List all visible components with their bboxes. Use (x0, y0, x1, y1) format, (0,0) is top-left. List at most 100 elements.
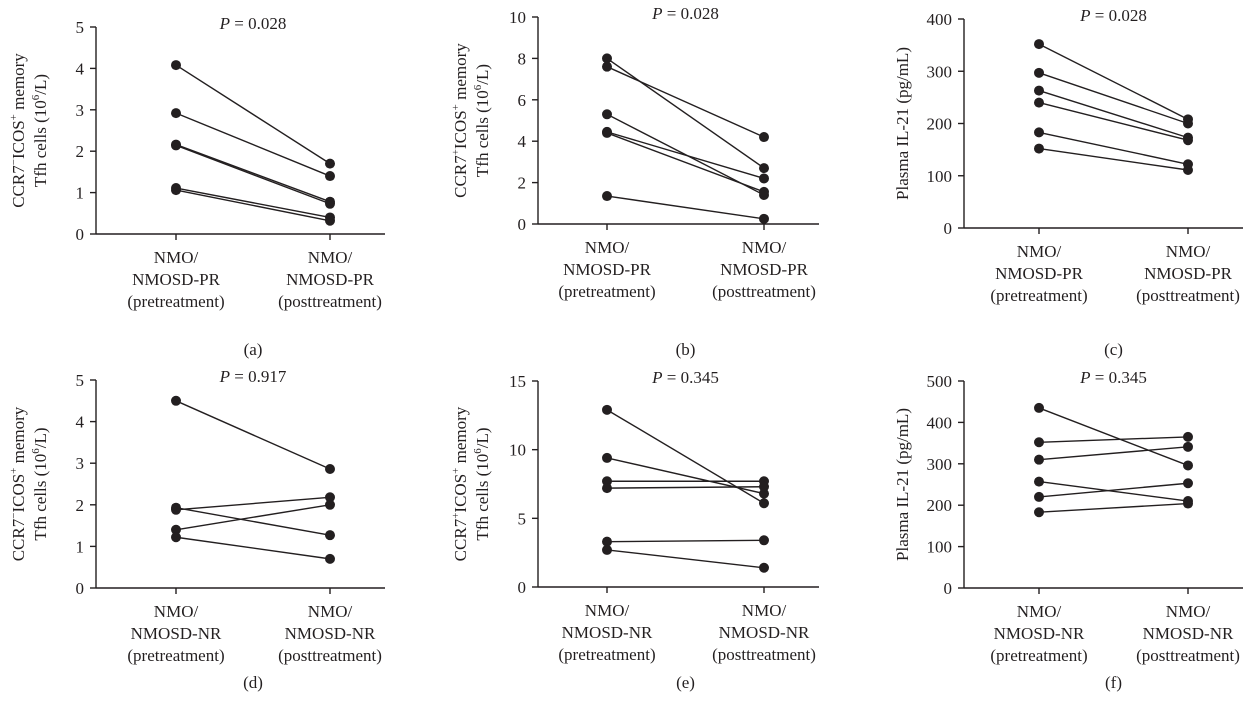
pair-line (1038, 480, 1189, 502)
y-tick-label: 200 (927, 115, 953, 134)
y-axis-label-line1: CCR7−ICOS+ memory (8, 53, 28, 208)
data-point-post (1183, 498, 1193, 509)
ylabel-text: Tfh cells (10 (473, 454, 492, 541)
y-axis-label: CCR7−ICOS+ memory (8, 53, 28, 208)
panel-e: 0 5 10 15 NMO/NMOSD-NR (pretreatment) NMO/NMOS… (450, 368, 819, 692)
p-value: P = 0.028 (1079, 6, 1147, 25)
pair-line (1038, 436, 1189, 443)
pair-line (175, 112, 331, 177)
pair-line (1038, 72, 1189, 125)
pair-line (175, 144, 331, 205)
x-category-label: NMO/ (308, 248, 353, 267)
ylabel-text: /L) (31, 74, 50, 95)
ylabel-text: Tfh cells (10 (473, 90, 492, 177)
ylabel-text: Plasma IL-21 (pg/mL) (893, 408, 912, 561)
x-category-label: NMO/ (308, 602, 353, 621)
data-point-pre (171, 532, 181, 543)
y-axis-label-2: Tfh cells (106/L) (472, 427, 492, 540)
pair-line (175, 143, 331, 203)
y-tick-label: 200 (927, 496, 953, 515)
x-category-label: (posttreatment) (1136, 646, 1240, 665)
ylabel-text: memory (451, 406, 470, 467)
x-category-label: (pretreatment) (127, 292, 224, 311)
data-point-post (325, 530, 335, 541)
x-category-label: (posttreatment) (712, 282, 816, 301)
ylabel-superscript: + (450, 104, 462, 110)
x-category-label: NMOSD-NR (994, 624, 1085, 643)
data-point-pre (602, 53, 612, 64)
ylabel-superscript: − (8, 159, 20, 165)
y-tick-label: 300 (927, 62, 953, 81)
x-category-label: NMOSD-PR (995, 264, 1084, 283)
y-axis-label: CCR7+ICOS+ memory (450, 43, 470, 198)
pair-line (606, 57, 765, 169)
x-category-label: (posttreatment) (278, 292, 382, 311)
y-tick-label: 3 (76, 101, 85, 120)
pair-line (175, 504, 331, 531)
x-category-label: NMO/ (154, 248, 199, 267)
y-tick-label: 4 (76, 413, 85, 432)
y-tick-label: 6 (518, 91, 527, 110)
y-axis-label-line1: Plasma IL-21 (pg/mL) (893, 408, 912, 561)
panel-label: (e) (676, 673, 695, 692)
pair-line (1038, 407, 1189, 467)
data-point-post (325, 499, 335, 510)
ylabel-text: /L) (473, 64, 492, 85)
y-tick-label: 2 (76, 496, 85, 515)
panel-c: 0 100 200 300 400 NMO/NMOSD-PR (pretreatment) N… (893, 6, 1243, 359)
pair-line (175, 507, 331, 536)
y-tick-label: 5 (518, 509, 527, 528)
y-tick-label: 1 (76, 184, 85, 203)
ylabel-superscript: + (8, 114, 20, 120)
pair-line (1038, 89, 1189, 139)
data-point-post (1183, 460, 1193, 471)
pair-line (606, 549, 765, 569)
y-tick-label: 8 (518, 49, 527, 68)
ylabel-superscript: 6 (30, 448, 42, 454)
x-category-label: NMOSD-PR (1144, 264, 1233, 283)
ylabel-text: ICOS (9, 120, 28, 159)
pair-line (1038, 101, 1189, 141)
data-point-post (325, 198, 335, 209)
x-category-label: NMO/ (1166, 242, 1211, 261)
panel-label: (d) (243, 673, 263, 692)
y-axis-label-2: Tfh cells (106/L) (30, 74, 50, 187)
pair-line (606, 132, 765, 193)
y-tick-label: 0 (76, 579, 85, 598)
p-value-symbol: P (651, 368, 662, 387)
y-tick-label: 500 (927, 372, 953, 391)
data-point-post (759, 132, 769, 143)
x-category-label: (pretreatment) (558, 645, 655, 664)
x-category-label: NMOSD-NR (719, 623, 810, 642)
data-point-post (1183, 441, 1193, 452)
ylabel-text: memory (9, 53, 28, 114)
data-point-pre (602, 109, 612, 120)
data-point-pre (1034, 507, 1044, 518)
data-point-pre (602, 544, 612, 555)
data-point-pre (1034, 437, 1044, 448)
y-tick-label: 0 (76, 225, 85, 244)
data-point-pre (1034, 491, 1044, 502)
y-tick-label: 10 (509, 441, 526, 460)
p-value: P = 0.917 (219, 367, 287, 386)
y-tick-label: 10 (509, 8, 526, 27)
ylabel-superscript: 6 (472, 84, 484, 90)
x-category-label: NMOSD-PR (286, 270, 375, 289)
x-category-label: NMO/ (1017, 242, 1062, 261)
pair-line (1038, 502, 1189, 513)
data-point-pre (171, 185, 181, 196)
x-category-label: NMOSD-PR (720, 260, 809, 279)
panel-a: 0 1 2 3 4 5 NMO/NMOSD-PR (pretreatment) NMO/NMOS… (8, 14, 385, 359)
y-tick-label: 0 (518, 215, 527, 234)
x-category-label: (pretreatment) (127, 646, 224, 665)
pair-line (1038, 131, 1189, 165)
data-point-pre (1034, 402, 1044, 413)
data-point-pre (602, 191, 612, 202)
data-point-post (325, 171, 335, 182)
ylabel-text: CCR7 (9, 518, 28, 561)
p-value-symbol: P (1079, 368, 1090, 387)
ylabel-text: CCR7 (451, 155, 470, 198)
panel-label: (f) (1105, 673, 1122, 692)
data-point-post (759, 213, 769, 224)
ylabel-superscript: 6 (472, 448, 484, 454)
